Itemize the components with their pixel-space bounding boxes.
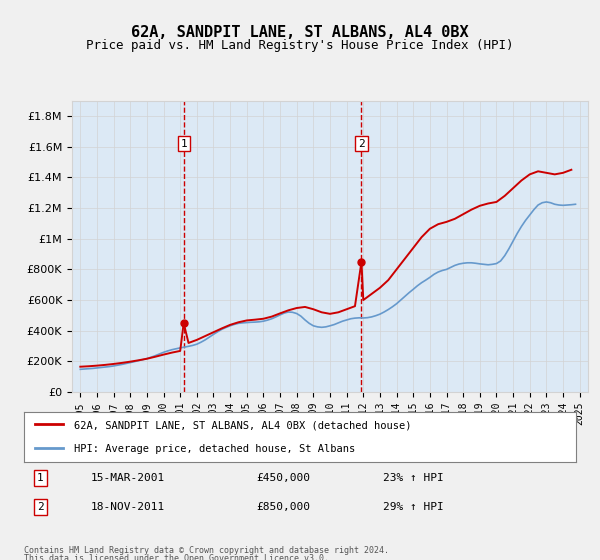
Text: This data is licensed under the Open Government Licence v3.0.: This data is licensed under the Open Gov…: [24, 554, 329, 560]
Text: 1: 1: [181, 139, 187, 149]
Text: Contains HM Land Registry data © Crown copyright and database right 2024.: Contains HM Land Registry data © Crown c…: [24, 546, 389, 555]
Text: Price paid vs. HM Land Registry's House Price Index (HPI): Price paid vs. HM Land Registry's House …: [86, 39, 514, 52]
Text: 2: 2: [37, 502, 44, 512]
Text: 1: 1: [37, 473, 44, 483]
Text: £450,000: £450,000: [256, 473, 310, 483]
Text: HPI: Average price, detached house, St Albans: HPI: Average price, detached house, St A…: [74, 444, 355, 454]
Text: 62A, SANDPIT LANE, ST ALBANS, AL4 0BX (detached house): 62A, SANDPIT LANE, ST ALBANS, AL4 0BX (d…: [74, 420, 411, 430]
Text: 2: 2: [358, 139, 365, 149]
Text: 62A, SANDPIT LANE, ST ALBANS, AL4 0BX: 62A, SANDPIT LANE, ST ALBANS, AL4 0BX: [131, 25, 469, 40]
Text: £850,000: £850,000: [256, 502, 310, 512]
Text: 29% ↑ HPI: 29% ↑ HPI: [383, 502, 443, 512]
Text: 15-MAR-2001: 15-MAR-2001: [90, 473, 164, 483]
Text: 23% ↑ HPI: 23% ↑ HPI: [383, 473, 443, 483]
Text: 18-NOV-2011: 18-NOV-2011: [90, 502, 164, 512]
